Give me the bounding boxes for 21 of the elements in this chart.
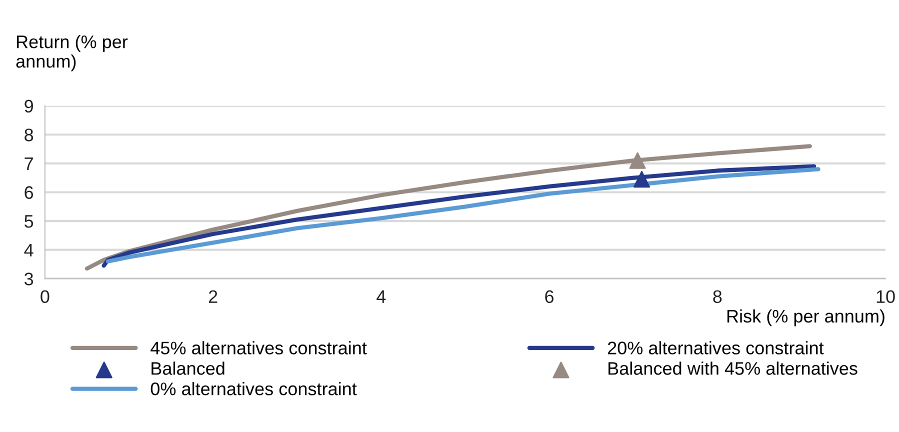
x-tick-label: 6	[545, 290, 554, 304]
y-tick-label: 9	[24, 100, 33, 113]
legend-label: 20% alternatives constraint	[608, 341, 824, 354]
y-tick-label: 5	[24, 215, 34, 228]
line-series	[84, 144, 812, 271]
legend-label: 45% alternatives constraint	[150, 341, 367, 354]
y-tick-label: 3	[24, 272, 34, 286]
legend-label: Balanced	[152, 362, 224, 375]
x-tick-label: 0	[40, 290, 50, 304]
x-tick-label: 8	[713, 290, 722, 304]
y-tick-label: 7	[24, 158, 33, 170]
x-tick-label: 2	[208, 290, 218, 303]
x-tick-label: 10	[876, 290, 895, 304]
y-tick-label: 6	[24, 186, 34, 199]
y-axis-title: Return (% per annum)	[16, 35, 128, 72]
legend-label: 0% alternatives constraint	[150, 382, 357, 396]
x-tick-label: 4	[376, 290, 386, 303]
y-tick-label: 8	[24, 128, 34, 142]
y-tick-label: 4	[24, 244, 34, 256]
legend-label: Balanced with 45% alternatives	[608, 362, 858, 375]
x-axis-title: Risk (% per annum)	[727, 309, 884, 326]
